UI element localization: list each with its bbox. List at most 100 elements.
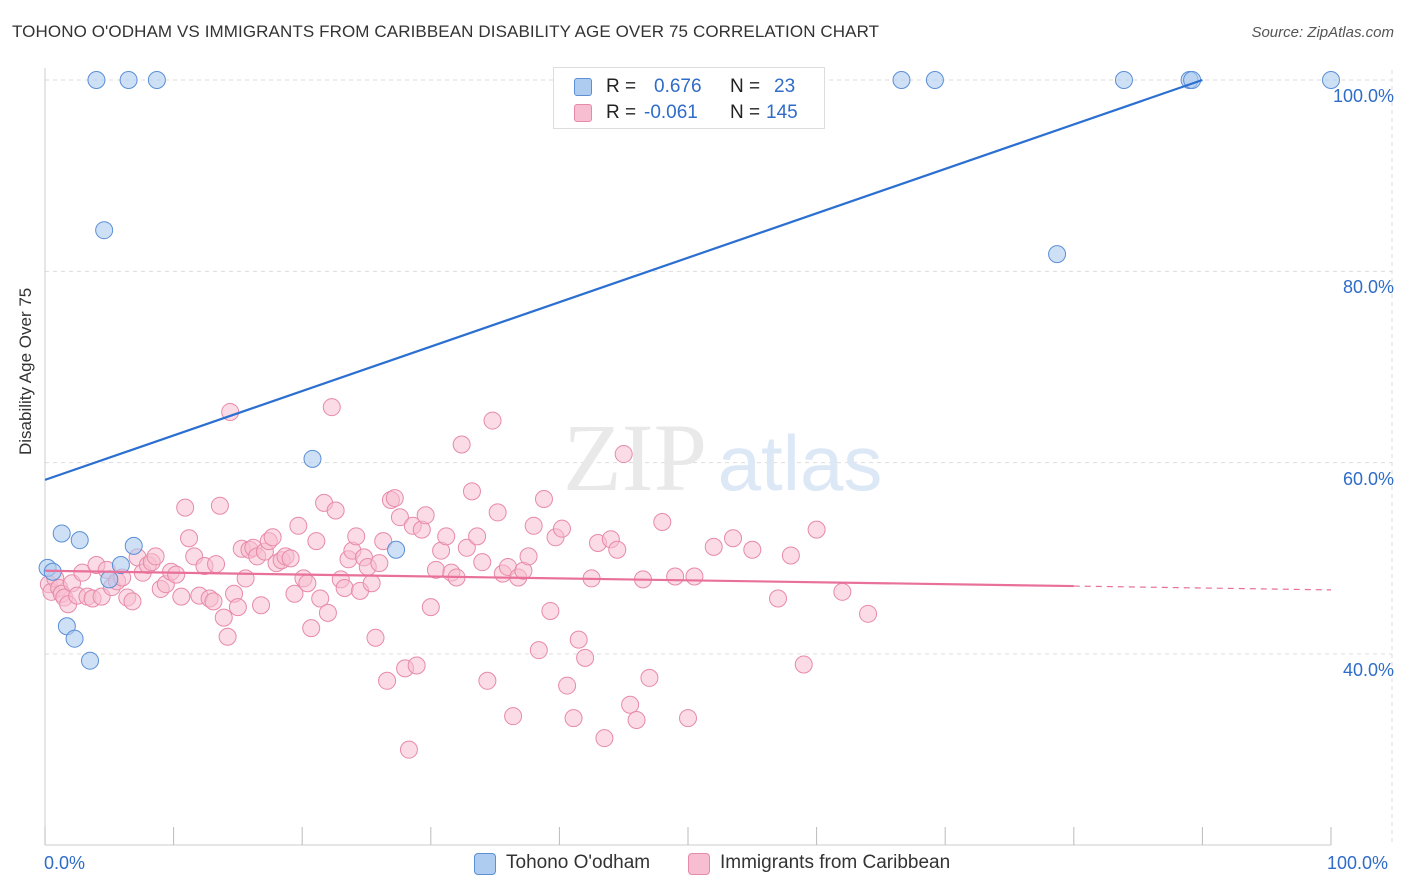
point-caribbean-139 (807, 520, 826, 539)
point-caribbean-112 (534, 490, 553, 509)
trend-lines (44, 78, 1332, 591)
watermark-atlas: atlas (718, 419, 883, 507)
point-caribbean-133 (685, 567, 704, 586)
watermark-zip: ZIP (563, 404, 707, 511)
point-caribbean-63 (311, 589, 330, 608)
point-caribbean-61 (302, 619, 321, 638)
point-caribbean-136 (743, 540, 762, 559)
watermark: ZIP atlas (563, 404, 882, 511)
point-caribbean-82 (385, 489, 404, 508)
point-caribbean-115 (552, 519, 571, 538)
point-caribbean-49 (252, 596, 271, 615)
point-caribbean-57 (285, 584, 304, 603)
x-tick-label-max: 100.0% (1327, 853, 1389, 873)
point-caribbean-77 (366, 628, 385, 647)
legend-r-value: 0.676 (654, 76, 702, 97)
point-caribbean-101 (478, 671, 497, 690)
point-caribbean-76 (362, 574, 381, 593)
point-caribbean-9 (73, 563, 92, 582)
point-tohono-6 (81, 651, 100, 670)
y-tick-label-0: 100.0% (1332, 86, 1394, 106)
point-tohono-17 (925, 71, 944, 89)
point-caribbean-131 (666, 567, 685, 586)
y-tick-label-2: 60.0% (1342, 468, 1394, 489)
point-caribbean-141 (833, 582, 852, 601)
legend-swatch-pink (574, 104, 592, 122)
point-caribbean-60 (298, 574, 317, 593)
point-caribbean-124 (608, 540, 627, 559)
point-caribbean-85 (399, 740, 418, 759)
point-caribbean-65 (318, 603, 337, 622)
point-tohono-13 (147, 71, 166, 89)
point-caribbean-135 (724, 529, 743, 548)
point-caribbean-134 (704, 537, 723, 556)
point-caribbean-110 (524, 516, 543, 535)
point-caribbean-106 (504, 707, 523, 726)
point-caribbean-140 (794, 655, 813, 674)
point-caribbean-56 (281, 549, 300, 568)
point-caribbean-37 (207, 555, 226, 574)
bottom-legend-swatch-pink (688, 853, 710, 875)
trend-line-caribbean-extension (1073, 585, 1332, 591)
point-tohono-12 (124, 536, 143, 555)
point-tohono-8 (95, 221, 114, 240)
legend-n-label: N = (730, 102, 761, 123)
point-caribbean-72 (347, 527, 366, 546)
legend-r-label: R = (606, 76, 637, 97)
stats-legend: R = 0.676 N = 23 R = -0.061 N = 145 (553, 67, 825, 129)
y-axis-title: Disability Age Over 75 (16, 287, 35, 455)
point-caribbean-87 (407, 656, 426, 675)
point-caribbean-66 (322, 398, 341, 417)
trend-line-tohono (44, 78, 1203, 481)
point-caribbean-19 (123, 592, 142, 611)
point-caribbean-99 (468, 527, 487, 546)
point-caribbean-24 (146, 547, 165, 566)
point-caribbean-103 (488, 503, 507, 522)
legend-swatch-blue (574, 78, 592, 96)
point-tohono-9 (100, 570, 119, 589)
point-tohono-18 (1048, 245, 1067, 264)
point-caribbean-45 (236, 569, 255, 588)
point-tohono-5 (70, 531, 89, 550)
point-caribbean-38 (210, 496, 229, 515)
y-tick-label-3: 40.0% (1342, 660, 1394, 680)
point-caribbean-109 (519, 547, 538, 566)
point-caribbean-43 (228, 598, 247, 617)
point-caribbean-29 (172, 587, 191, 606)
point-caribbean-117 (564, 709, 583, 728)
chart-title: TOHONO O'ODHAM VS IMMIGRANTS FROM CARIBB… (12, 22, 880, 41)
point-caribbean-97 (457, 538, 476, 557)
point-caribbean-100 (473, 553, 492, 572)
point-tohono-2 (52, 524, 71, 543)
point-caribbean-78 (370, 554, 389, 573)
point-caribbean-58 (289, 516, 308, 535)
point-caribbean-130 (653, 512, 672, 531)
point-caribbean-62 (307, 532, 326, 551)
point-tohono-10 (111, 556, 130, 575)
point-caribbean-142 (859, 604, 878, 623)
point-caribbean-31 (180, 529, 199, 548)
point-caribbean-132 (679, 709, 697, 728)
point-tohono-7 (87, 71, 106, 89)
point-tohono-19 (1114, 71, 1133, 89)
point-caribbean-93 (437, 527, 456, 546)
point-tohono-15 (387, 540, 406, 559)
point-caribbean-83 (390, 508, 409, 527)
point-caribbean-96 (452, 435, 471, 454)
point-caribbean-129 (640, 668, 659, 687)
series-caribbean-points (39, 398, 878, 759)
point-caribbean-89 (416, 506, 435, 525)
point-caribbean-39 (214, 608, 233, 627)
point-caribbean-118 (569, 630, 588, 649)
point-tohono-14 (303, 449, 322, 468)
point-caribbean-102 (483, 411, 502, 430)
point-caribbean-119 (576, 648, 595, 667)
bottom-legend-label: Tohono O'odham (506, 852, 651, 873)
trend-line-caribbean (44, 569, 1074, 588)
point-caribbean-127 (627, 711, 646, 730)
legend-n-value: 23 (774, 76, 796, 97)
point-tohono-4 (65, 629, 84, 648)
legend-n-label: N = (730, 76, 761, 97)
point-tohono-11 (119, 71, 138, 89)
